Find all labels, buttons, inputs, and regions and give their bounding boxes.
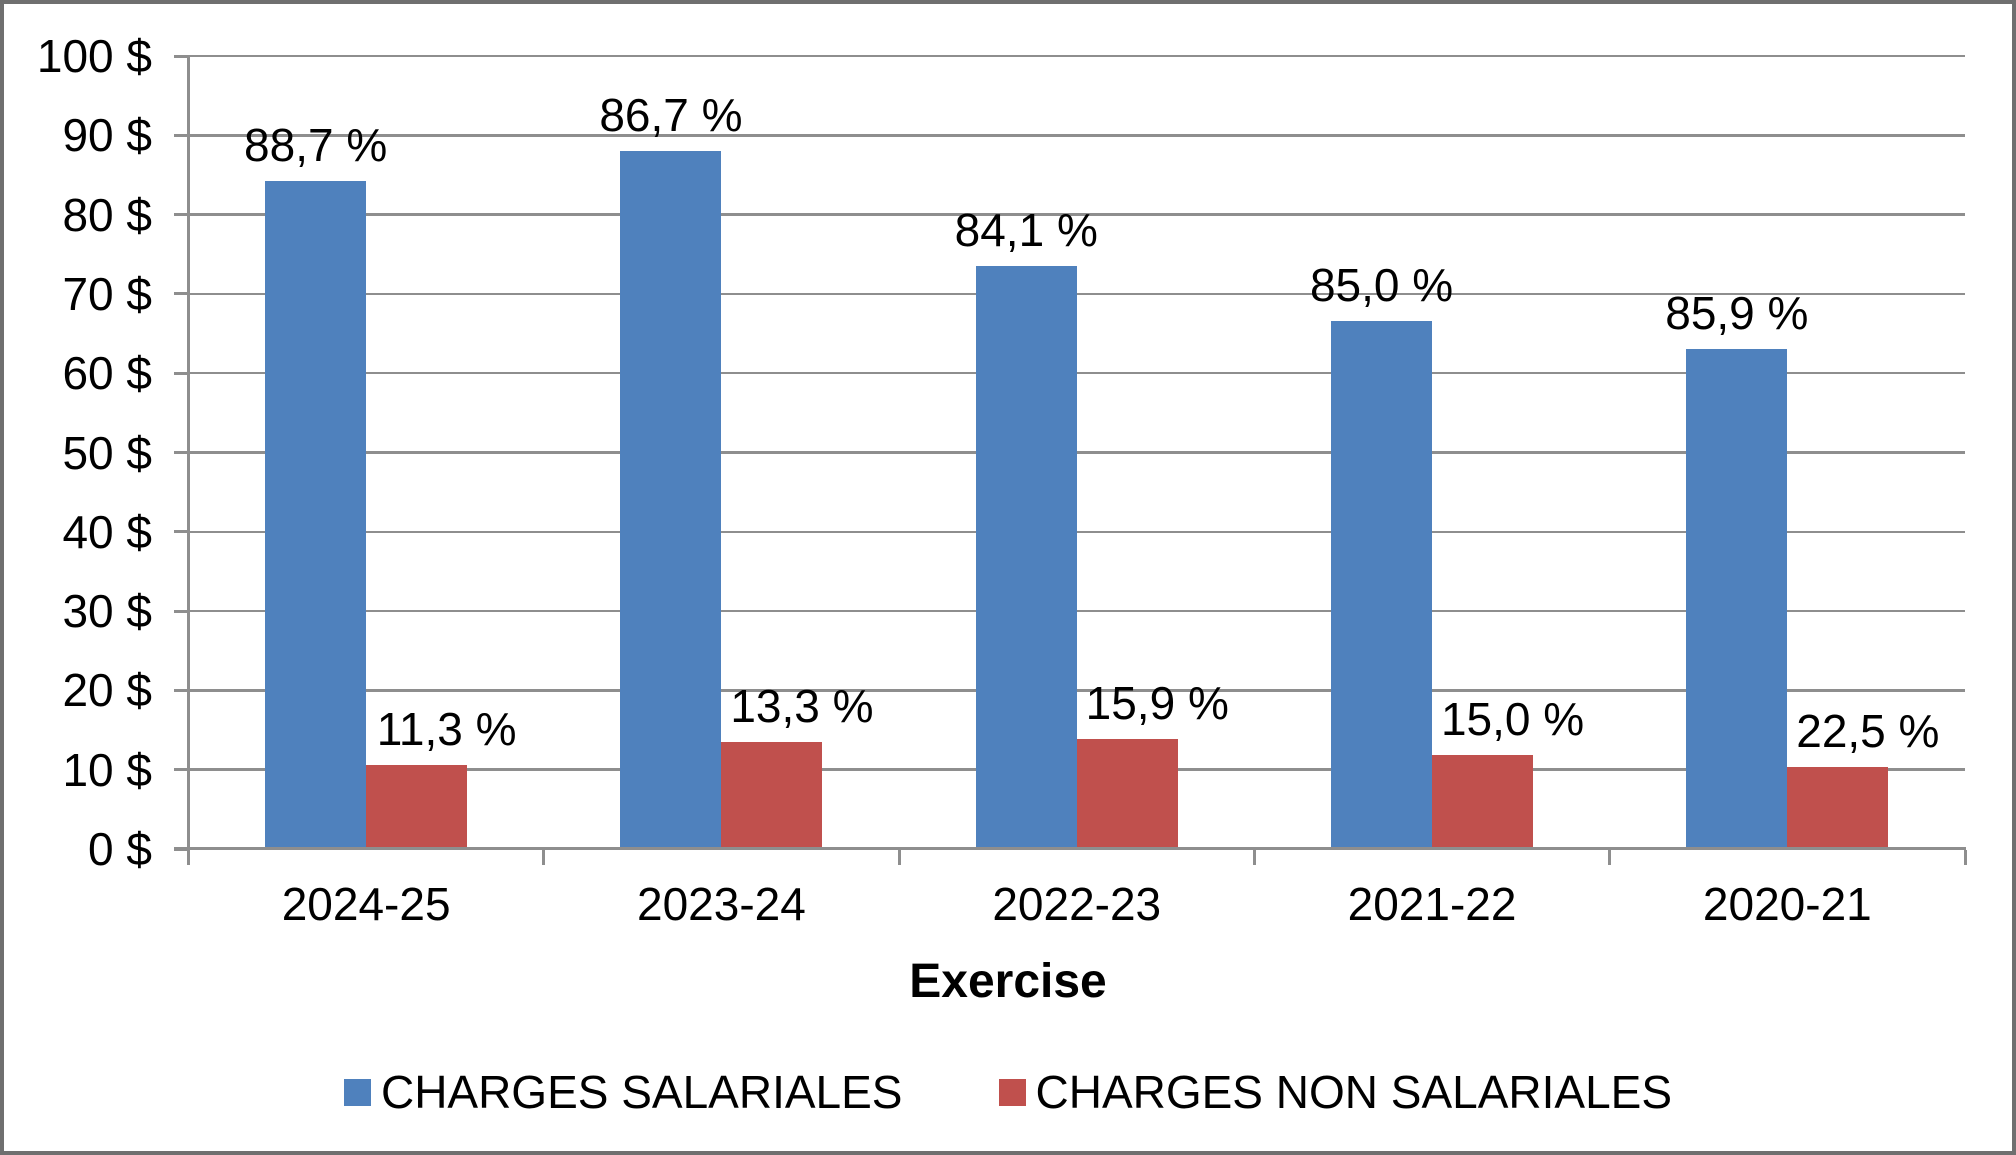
bar-charges-salariales-2021-22 xyxy=(1331,320,1433,849)
legend: CHARGES SALARIALES CHARGES NON SALARIALE… xyxy=(4,1064,2012,1120)
y-axis-tick-label: 70 $ xyxy=(62,267,152,320)
gridline xyxy=(188,213,1965,216)
plot-area: 0 $ 10 $ 20 $ 30 $ 40 $ 50 $ 60 $ 70 $ 80 $ 90 $ 1… xyxy=(4,4,2012,1151)
x-axis-tick-mark xyxy=(1608,850,1612,865)
bar-charges-non-salariales-2021-22 xyxy=(1432,754,1534,849)
legend-swatch-charges-non-salariales xyxy=(998,1078,1026,1106)
bar-value-label: 86,7 % xyxy=(599,89,743,142)
y-axis-tick-label: 10 $ xyxy=(62,743,152,796)
bar-charges-salariales-2022-23 xyxy=(975,266,1077,849)
y-axis-tick-mark xyxy=(174,530,189,534)
category-label-2022-23: 2022-23 xyxy=(992,878,1162,930)
y-axis-tick-label: 0 $ xyxy=(88,823,152,875)
bar-charges-non-salariales-2020-21 xyxy=(1787,767,1889,849)
x-axis-tick-mark xyxy=(1963,850,1967,865)
y-axis-tick-mark xyxy=(174,371,189,375)
x-axis-tick-mark xyxy=(1252,850,1256,865)
category-label-2023-24: 2023-24 xyxy=(637,878,806,930)
category-label-2020-21: 2020-21 xyxy=(1702,878,1872,930)
bar-value-label: 13,3 % xyxy=(730,679,874,732)
y-axis-tick-mark xyxy=(174,292,189,296)
legend-item-charges-salariales: CHARGES SALARIALES xyxy=(343,1064,903,1120)
gridline xyxy=(188,609,1965,613)
gridline xyxy=(188,54,1965,58)
y-axis-tick-label: 100 $ xyxy=(36,30,152,82)
x-axis-tick-mark xyxy=(542,850,546,865)
gridline xyxy=(188,530,1965,534)
bar-charges-non-salariales-2024-25 xyxy=(366,764,468,849)
y-axis-tick-label: 40 $ xyxy=(62,505,152,558)
bar-value-label: 84,1 % xyxy=(954,204,1098,257)
x-axis-line xyxy=(174,847,1966,850)
legend-swatch-charges-salariales xyxy=(343,1078,371,1106)
y-axis-tick-label: 50 $ xyxy=(62,426,152,479)
y-axis-tick-label: 30 $ xyxy=(62,585,152,638)
gridline xyxy=(188,689,1965,692)
legend-label-charges-salariales: CHARGES SALARIALES xyxy=(380,1066,903,1118)
y-axis-tick-mark xyxy=(174,54,189,58)
bar-value-label: 85,0 % xyxy=(1309,258,1454,311)
bar-value-label: 88,7 % xyxy=(244,119,388,172)
y-axis-tick-label: 20 $ xyxy=(62,664,152,717)
y-axis-tick-label: 80 $ xyxy=(62,188,152,241)
category-label-2024-25: 2024-25 xyxy=(281,878,451,930)
y-axis-line xyxy=(187,56,190,850)
x-axis-title: Exercise xyxy=(909,955,1107,1008)
bar-value-label: 85,9 % xyxy=(1665,286,1809,339)
bar-value-label: 15,0 % xyxy=(1440,692,1585,745)
bar-charges-non-salariales-2023-24 xyxy=(721,741,823,849)
x-axis-tick-mark xyxy=(897,850,901,865)
legend-label-charges-non-salariales: CHARGES NON SALARIALES xyxy=(1035,1066,1673,1118)
y-axis-tick-mark xyxy=(174,133,189,137)
bar-value-label: 11,3 % xyxy=(376,702,517,755)
y-axis-tick-mark xyxy=(174,451,189,454)
x-axis-tick-mark xyxy=(187,850,190,865)
y-axis-tick-mark xyxy=(174,609,189,613)
y-axis-tick-mark xyxy=(174,213,189,217)
gridline xyxy=(188,451,1965,454)
bar-charges-salariales-2024-25 xyxy=(265,181,367,849)
gridline xyxy=(188,134,1965,137)
y-axis-tick-label: 60 $ xyxy=(62,347,152,400)
bar-value-label: 22,5 % xyxy=(1796,705,1940,758)
y-axis-tick-mark xyxy=(174,768,189,772)
legend-item-charges-non-salariales: CHARGES NON SALARIALES xyxy=(998,1064,1673,1120)
category-label-2021-22: 2021-22 xyxy=(1347,878,1517,930)
bar-charges-salariales-2020-21 xyxy=(1686,348,1788,849)
bar-charges-non-salariales-2022-23 xyxy=(1076,738,1178,849)
gridline xyxy=(188,371,1965,375)
y-axis-tick-mark xyxy=(174,688,189,692)
y-axis-tick-label: 90 $ xyxy=(62,109,152,162)
bar-value-label: 15,9 % xyxy=(1085,676,1229,729)
gridline xyxy=(188,292,1965,296)
bar-charges-salariales-2023-24 xyxy=(620,151,722,849)
